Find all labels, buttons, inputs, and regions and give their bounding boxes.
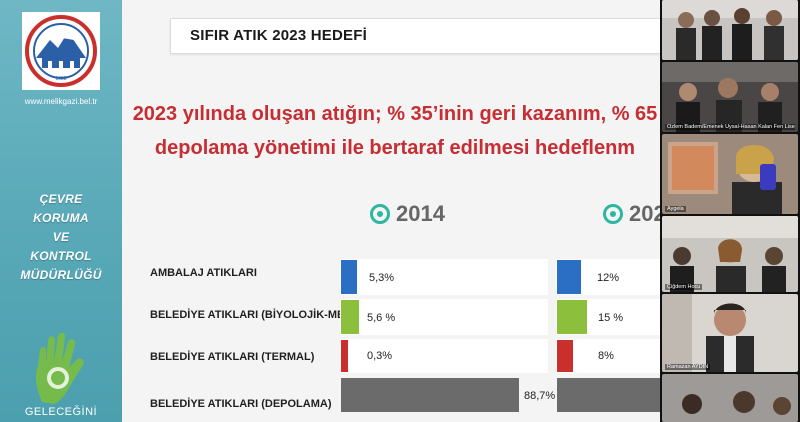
bar-2023-biological: [557, 300, 587, 334]
goal-line: depolama yönetimi ile bertaraf edilmesi …: [154, 137, 636, 159]
participant-name: Aygela: [665, 206, 686, 212]
slide-title: SIFIR ATIK 2023 HEDEFİ: [190, 27, 367, 44]
municipality-logo: 1988: [22, 12, 100, 90]
bar-track: [556, 339, 660, 373]
person-video-icon: [662, 294, 798, 372]
bar-2014-biological: [341, 300, 359, 334]
participant-video-tile[interactable]: [662, 374, 798, 422]
value-2014: 5,3%: [369, 272, 395, 284]
bar-2023-packaging: [557, 260, 581, 294]
classroom-video-icon: [662, 62, 798, 132]
logo-year: 1988: [55, 76, 66, 82]
year-label: 2023: [629, 201, 660, 226]
participant-name: Özlem Badem/Emenek Uysal-Hasan Kalan Fen…: [665, 124, 795, 130]
waste-category-label: BELEDİYE ATIKLARI (TERMAL): [150, 351, 315, 363]
participant-name: Ramazan AYDIN: [665, 364, 711, 370]
department-line: MÜDÜRLÜĞÜ: [20, 268, 102, 282]
bar-track: [340, 339, 548, 373]
value-2023: 15 %: [598, 312, 624, 324]
bar-2014-packaging: [341, 260, 357, 294]
year-header-2023: 2023: [603, 201, 660, 227]
department-name: ÇEVRE KORUMA VE KONTROL MÜDÜRLÜĞÜ: [0, 190, 122, 285]
value-2023: 8%: [598, 350, 614, 362]
bullet-ring-icon: [370, 204, 390, 224]
bar-2014-thermal: [341, 340, 348, 372]
title-box: [170, 18, 660, 54]
waste-category-label: BELEDİYE ATIKLARI (BİYOLOJİK-MBT ): [150, 309, 359, 321]
footer-slogan: GELECEĞİNİ: [24, 406, 98, 418]
green-hand-icon: [35, 332, 84, 404]
participant-video-tile[interactable]: Aygela: [662, 134, 798, 214]
value-2023: 12%: [597, 272, 620, 284]
waste-category-label: AMBALAJ ATIKLARI: [150, 267, 257, 279]
value-2014: 88,7%: [524, 390, 556, 402]
department-line: VE: [52, 230, 70, 244]
department-line: KORUMA: [33, 211, 89, 225]
goal-statement: 2023 yılında oluşan atığın; % 35’inin ge…: [130, 97, 660, 165]
classroom-video-icon: [662, 216, 798, 292]
participant-video-tile[interactable]: [662, 0, 798, 60]
participant-video-tile[interactable]: Özlem Badem/Emenek Uysal-Hasan Kalan Fen…: [662, 62, 798, 132]
classroom-video-icon: [662, 374, 798, 422]
bullet-ring-icon: [603, 204, 623, 224]
bar-track: [340, 299, 548, 335]
classroom-video-icon: [662, 0, 798, 60]
slide-sidebar: 1988 www.melikgazi.bel.tr ÇEVRE KORUMA V…: [0, 0, 122, 422]
person-video-icon: [662, 134, 798, 214]
participant-video-tile[interactable]: Çiğdem Hocu: [662, 216, 798, 292]
department-line: KONTROL: [30, 249, 92, 263]
bar-2023-landfill: [557, 378, 660, 412]
participant-name: Çiğdem Hocu: [665, 284, 703, 290]
website-url: www.melikgazi.bel.tr: [24, 97, 98, 106]
year-label: 2014: [396, 201, 445, 226]
department-line: ÇEVRE: [39, 192, 83, 206]
goal-line: 2023 yılında oluşan atığın; % 35’inin ge…: [132, 103, 658, 125]
bar-2023-thermal: [557, 340, 573, 372]
participant-video-tile[interactable]: Ramazan AYDIN: [662, 294, 798, 372]
bar-2014-landfill: [341, 378, 519, 412]
year-header-2014: 2014: [370, 201, 445, 227]
value-2014: 5,6 %: [367, 312, 396, 324]
value-2014: 0,3%: [367, 350, 393, 362]
waste-category-label: BELEDİYE ATIKLARI (DEPOLAMA): [150, 398, 332, 410]
participant-video-strip: Özlem Badem/Emenek Uysal-Hasan Kalan Fen…: [660, 0, 800, 422]
presentation-slide: 1988 www.melikgazi.bel.tr ÇEVRE KORUMA V…: [0, 0, 660, 422]
bar-track: [340, 259, 548, 295]
